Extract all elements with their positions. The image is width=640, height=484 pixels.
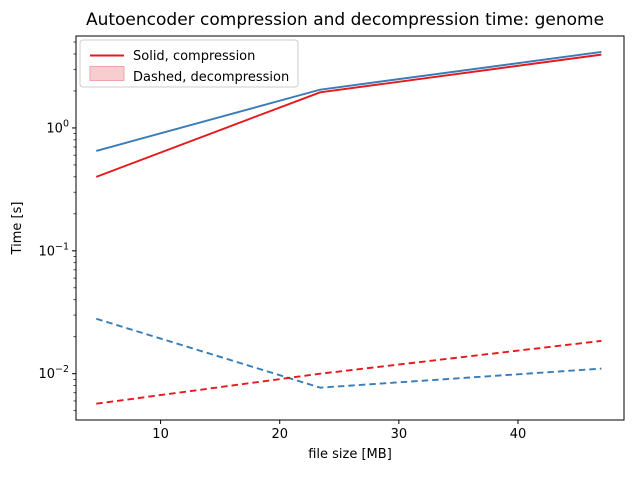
- plot-border: [75, 35, 625, 421]
- legend: Solid, compression Dashed, decompression: [79, 39, 299, 88]
- series-line-compression-blue: [96, 51, 602, 152]
- legend-patch-sample: [89, 66, 125, 81]
- plot-area: 10 20 30 40 100 10−1 10−2: [38, 35, 625, 442]
- y-tick-label: 100: [46, 118, 69, 136]
- y-axis-label: Time [s]: [10, 202, 25, 256]
- legend-label-dashed: Dashed, decompression: [133, 70, 289, 85]
- x-tick-label: 10: [152, 427, 169, 442]
- series-line-compression-red: [95, 53, 602, 178]
- y-tick-label: 10−1: [38, 241, 69, 259]
- x-tick-label: 40: [510, 427, 527, 442]
- chart-title: Autoencoder compression and decompressio…: [86, 10, 604, 30]
- x-tick-label: 20: [271, 427, 288, 442]
- x-axis-label: file size [MB]: [308, 447, 392, 462]
- series-line-decompression-red: [96, 339, 602, 405]
- y-tick-label: 10−2: [38, 364, 69, 382]
- legend-box: [79, 39, 299, 88]
- legend-label-solid: Solid, compression: [133, 49, 255, 64]
- x-tick-label: 30: [391, 427, 408, 442]
- series-line-decompression-blue: [95, 317, 602, 389]
